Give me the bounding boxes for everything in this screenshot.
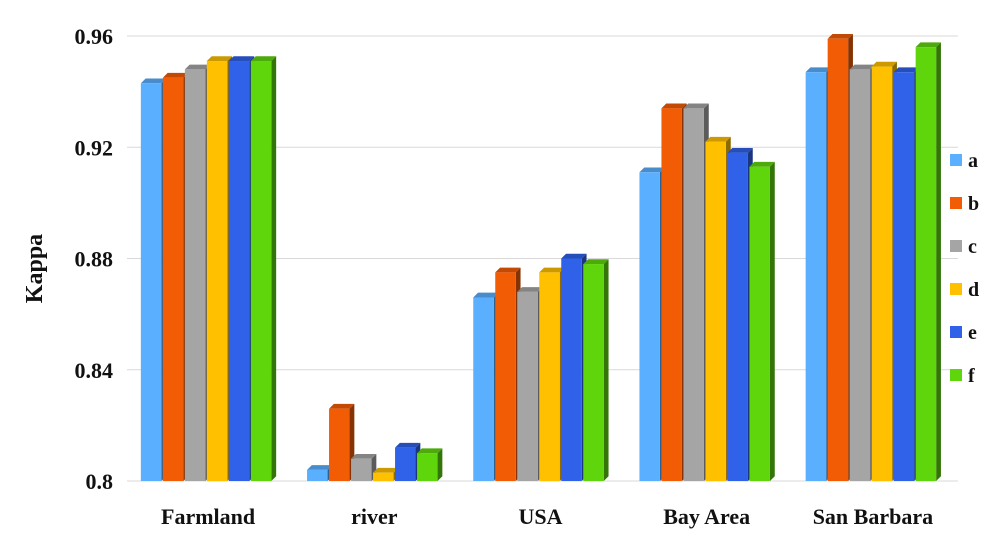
bar-e-river: [395, 442, 421, 481]
bar-e-usa: [561, 253, 587, 481]
bar-b-usa: [495, 267, 521, 481]
legend-label-d: d: [968, 279, 979, 301]
legend-label-f: f: [968, 365, 975, 387]
bar-f-bay-area: [749, 161, 775, 481]
bar-a-river: [307, 465, 333, 481]
bar-c-river: [351, 453, 377, 481]
bar-a-farmland: [140, 78, 167, 481]
bar-d-bay-area: [705, 136, 731, 481]
bar-d-farmland: [206, 56, 233, 481]
bar-b-river: [329, 403, 355, 481]
legend-swatch-c: [950, 240, 962, 252]
legend-swatch-a: [950, 154, 962, 166]
legend-swatch-f: [950, 369, 962, 381]
bar-e-bay-area: [727, 148, 753, 481]
x-tick-label: USA: [518, 504, 562, 529]
x-tick-label: Farmland: [161, 504, 255, 529]
bar-c-usa: [517, 287, 543, 481]
x-tick-label: San Barbara: [813, 504, 933, 529]
y-tick-label: 0.92: [75, 135, 114, 160]
y-axis-label: Kappa: [22, 234, 48, 303]
bar-f-farmland: [250, 56, 277, 481]
bar-f-river: [417, 448, 443, 481]
legend-label-a: a: [968, 150, 978, 172]
bar-a-san-barbara: [805, 67, 831, 481]
bar-a-bay-area: [639, 167, 665, 481]
bar-e-san-barbara: [893, 67, 919, 481]
bar-b-san-barbara: [827, 33, 853, 481]
bar-b-bay-area: [661, 103, 687, 481]
y-tick-label: 0.96: [75, 24, 114, 49]
legend-label-c: c: [968, 236, 977, 258]
bar-e-farmland: [228, 56, 255, 481]
bar-d-usa: [539, 267, 565, 481]
bar-f-usa: [583, 259, 609, 481]
bar-a-usa: [473, 292, 499, 481]
bar-f-san-barbara: [915, 42, 941, 481]
bar-d-river: [373, 467, 399, 481]
legend-swatch-d: [950, 283, 962, 295]
bar-c-bay-area: [683, 103, 709, 481]
x-tick-label: Bay Area: [663, 504, 750, 529]
bar-c-farmland: [184, 64, 211, 481]
bar-d-san-barbara: [871, 61, 897, 481]
legend-swatch-b: [950, 197, 962, 209]
bar-b-farmland: [162, 72, 189, 481]
x-tick-label: river: [351, 504, 398, 529]
bar-c-san-barbara: [849, 64, 875, 481]
y-tick-label: 0.88: [75, 247, 114, 272]
legend-label-e: e: [968, 322, 977, 344]
legend-label-b: b: [968, 193, 979, 215]
y-tick-label: 0.84: [75, 358, 114, 383]
legend-swatch-e: [950, 326, 962, 338]
y-tick-label: 0.8: [86, 469, 114, 494]
